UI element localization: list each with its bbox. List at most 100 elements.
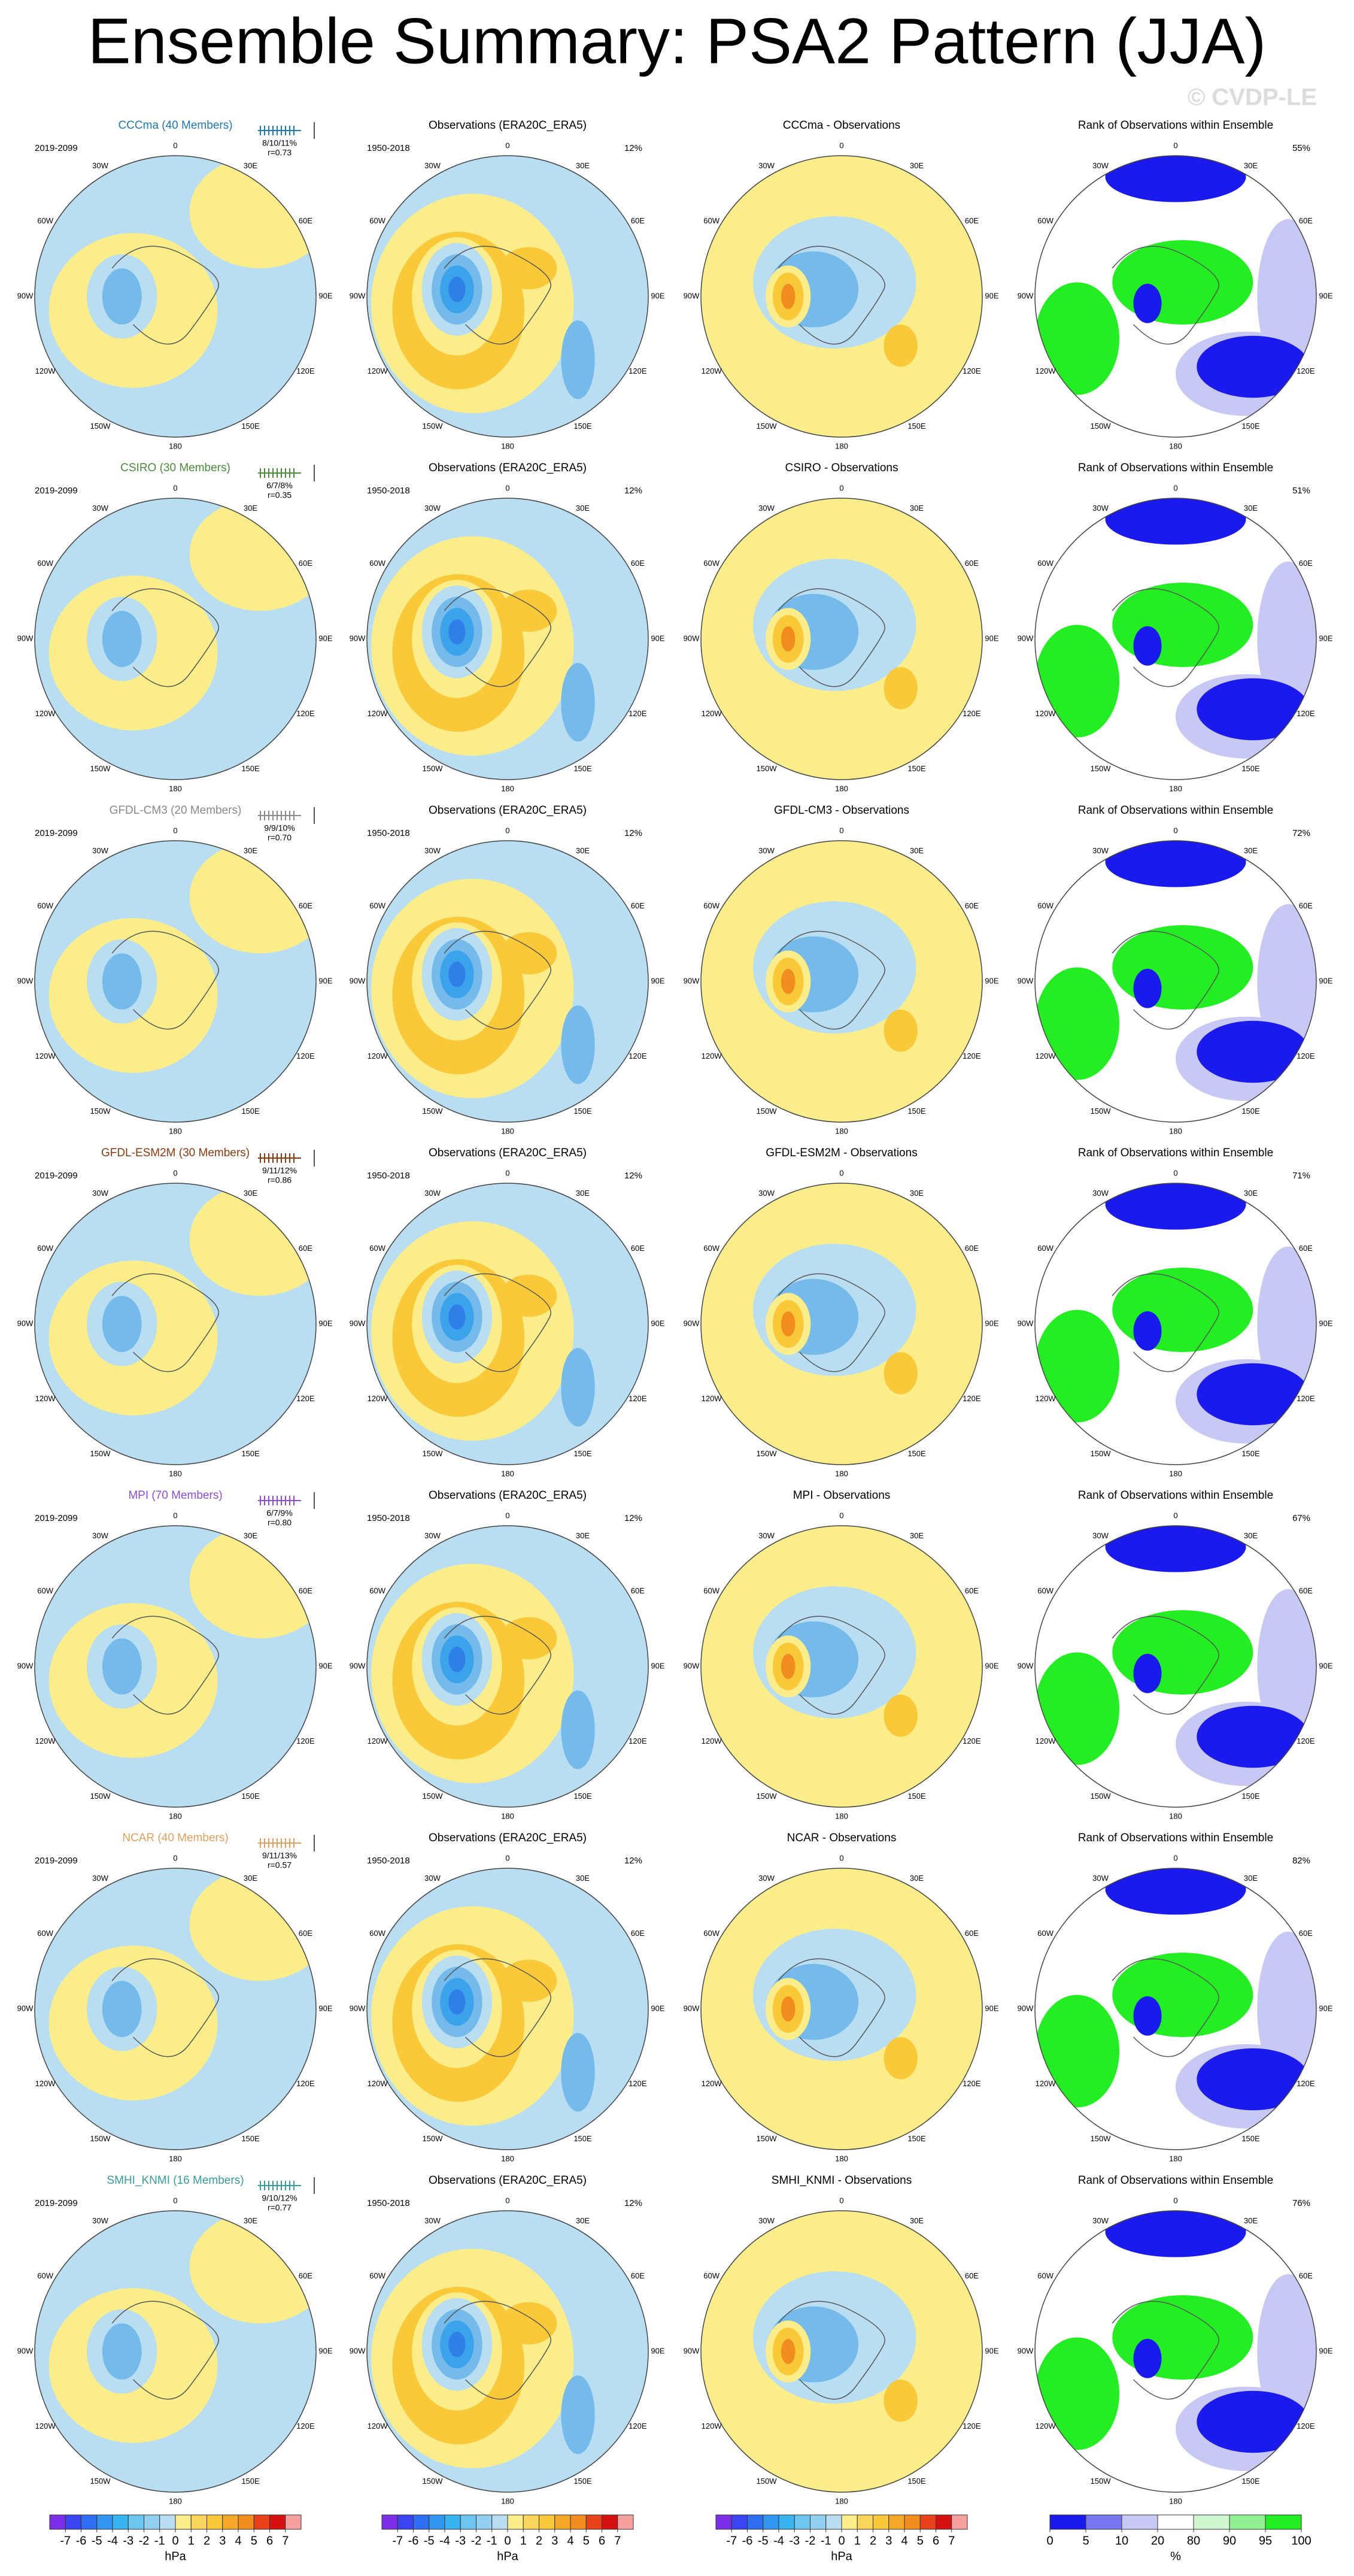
colorbar-label: -5 xyxy=(92,2534,102,2547)
correlation: r=0.35 xyxy=(268,490,292,500)
longitude-label: 0 xyxy=(173,1511,177,1520)
longitude-label: 0 xyxy=(505,2196,509,2205)
longitude-label: 120W xyxy=(1036,366,1057,375)
field-region xyxy=(102,1296,142,1352)
longitude-label: 30E xyxy=(910,1531,924,1540)
longitude-label: 60E xyxy=(299,216,312,225)
colorbar-label: -2 xyxy=(139,2534,150,2547)
colorbar-label: -7 xyxy=(60,2534,71,2547)
period: 2019-2099 xyxy=(35,1171,78,1181)
longitude-label: 60E xyxy=(965,1244,979,1253)
colorbar-label: -3 xyxy=(455,2534,466,2547)
longitude-label: 60E xyxy=(1299,901,1313,910)
coastline xyxy=(1112,1958,1219,2057)
longitude-label: 30E xyxy=(910,846,924,855)
longitude-label: 90W xyxy=(1018,1661,1034,1670)
longitude-label: 90E xyxy=(318,1661,332,1670)
longitude-label: 90W xyxy=(17,2004,34,2013)
longitude-label: 90W xyxy=(684,1661,700,1670)
map-border xyxy=(34,2210,317,2493)
longitude-label: 0 xyxy=(173,1168,177,1177)
map-border xyxy=(34,840,317,1123)
longitude-label: 60E xyxy=(631,1586,645,1595)
percent: 12% xyxy=(624,828,642,838)
colorbar-box xyxy=(888,2514,905,2530)
longitude-label: 30E xyxy=(910,1189,924,1198)
field-region xyxy=(500,1274,557,1317)
longitude-label: 60W xyxy=(1037,216,1054,225)
longitude-label: 30E xyxy=(244,161,257,170)
coastline xyxy=(444,931,551,1030)
field-region xyxy=(1112,583,1253,667)
field-region xyxy=(448,1304,466,1330)
longitude-label: 30W xyxy=(1092,161,1109,170)
field-region xyxy=(102,268,142,325)
model-title: NCAR (40 Members) xyxy=(122,1832,228,1844)
field-region xyxy=(1133,2338,1162,2378)
map xyxy=(35,2211,316,2492)
longitude-label: 60W xyxy=(369,1244,385,1253)
colorbar-box xyxy=(429,2514,445,2530)
colorbar-label: 4 xyxy=(235,2534,241,2547)
longitude-label: 90W xyxy=(350,291,366,300)
colorbar-box xyxy=(112,2514,129,2530)
longitude-label: 30W xyxy=(1092,1531,1109,1540)
field-region xyxy=(448,1989,466,2015)
longitude-label: 90W xyxy=(1018,291,1034,300)
correlation: r=0.70 xyxy=(268,833,292,842)
longitude-label: 60W xyxy=(1037,1244,1054,1253)
coastline xyxy=(778,931,885,1030)
longitude-label: 60W xyxy=(369,1586,385,1595)
colorbar-label: -2 xyxy=(471,2534,482,2547)
colorbar-box xyxy=(602,2514,618,2530)
longitude-label: 150W xyxy=(423,2477,444,2486)
map xyxy=(35,841,316,1122)
longitude-label: 150W xyxy=(423,1449,444,1458)
colorbar-box xyxy=(825,2514,842,2530)
map-border xyxy=(366,2210,649,2493)
field-region xyxy=(1035,625,1119,738)
map-border xyxy=(34,1525,317,1808)
longitude-label: 60W xyxy=(37,2271,53,2280)
map xyxy=(367,1868,648,2150)
percent: 12% xyxy=(624,1856,642,1866)
colorbar-box xyxy=(144,2514,160,2530)
period: 2019-2099 xyxy=(35,2198,78,2208)
colorbar-label: 7 xyxy=(282,2534,289,2547)
colorbar-box xyxy=(238,2514,254,2530)
longitude-label: 120W xyxy=(368,1394,388,1403)
longitude-label: 120W xyxy=(368,366,388,375)
longitude-label: 60W xyxy=(37,216,53,225)
longitude-label: 150E xyxy=(573,2477,592,2486)
longitude-label: 150E xyxy=(573,1449,592,1458)
longitude-label: 60W xyxy=(1037,901,1054,910)
colorbar-label: 2 xyxy=(870,2534,876,2547)
rank-title: Rank of Observations within Ensemble xyxy=(1078,804,1273,817)
percent: 71% xyxy=(1292,1171,1310,1181)
longitude-label: 180 xyxy=(501,1811,514,1820)
longitude-label: 60E xyxy=(299,1586,312,1595)
period: 1950-2018 xyxy=(367,143,410,153)
field-region xyxy=(448,619,466,645)
longitude-label: 60E xyxy=(631,1244,645,1253)
longitude-label: 180 xyxy=(169,784,182,793)
colorbar-box xyxy=(269,2514,286,2530)
colorbar-units: % xyxy=(1170,2550,1181,2563)
longitude-label: 0 xyxy=(1173,826,1177,835)
field-region xyxy=(500,2302,557,2345)
longitude-label: 0 xyxy=(173,1853,177,1862)
field-region xyxy=(1197,1363,1310,1426)
longitude-label: 150W xyxy=(1091,422,1112,431)
longitude-label: 90W xyxy=(350,2346,366,2355)
diff-title: GFDL-ESM2M - Observations xyxy=(766,1147,917,1159)
field-region xyxy=(1133,968,1162,1008)
field-region xyxy=(448,277,466,302)
longitude-label: 30W xyxy=(424,846,441,855)
longitude-label: 90W xyxy=(350,1319,366,1328)
map xyxy=(1035,1868,1316,2150)
map-border xyxy=(700,1525,983,1808)
map-border xyxy=(1034,2210,1317,2493)
colorbar-label: 7 xyxy=(614,2534,621,2547)
obs-title: Observations (ERA20C_ERA5) xyxy=(429,804,587,817)
field-region xyxy=(781,2338,796,2365)
